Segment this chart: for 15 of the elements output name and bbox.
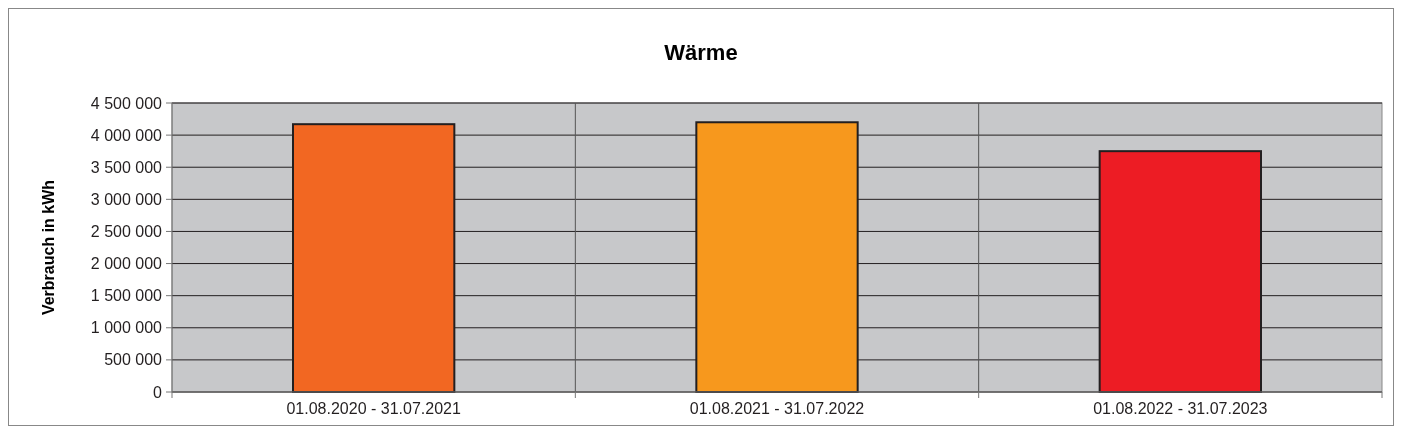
y-tick-label: 500 000 bbox=[104, 351, 163, 369]
y-tick-label: 1 000 000 bbox=[90, 319, 163, 337]
y-tick-label: 2 000 000 bbox=[90, 255, 163, 273]
y-tick-label: 4 500 000 bbox=[90, 94, 163, 112]
y-tick-label: 2 500 000 bbox=[90, 223, 163, 241]
y-tick-label: 3 500 000 bbox=[90, 158, 163, 176]
y-tick-label: 0 bbox=[153, 383, 163, 401]
x-tick-label: 01.08.2022 - 31.07.2023 bbox=[1093, 400, 1268, 417]
chart-title: Wärme bbox=[664, 40, 738, 65]
x-tick-label: 01.08.2020 - 31.07.2021 bbox=[286, 400, 461, 417]
y-tick-label: 4 000 000 bbox=[90, 126, 163, 144]
y-axis-title: Verbrauch in kWh bbox=[40, 179, 57, 316]
y-tick-label: 1 500 000 bbox=[90, 287, 163, 305]
x-tick-label: 01.08.2021 - 31.07.2022 bbox=[689, 400, 865, 417]
y-tick-label: 3 000 000 bbox=[90, 190, 163, 208]
